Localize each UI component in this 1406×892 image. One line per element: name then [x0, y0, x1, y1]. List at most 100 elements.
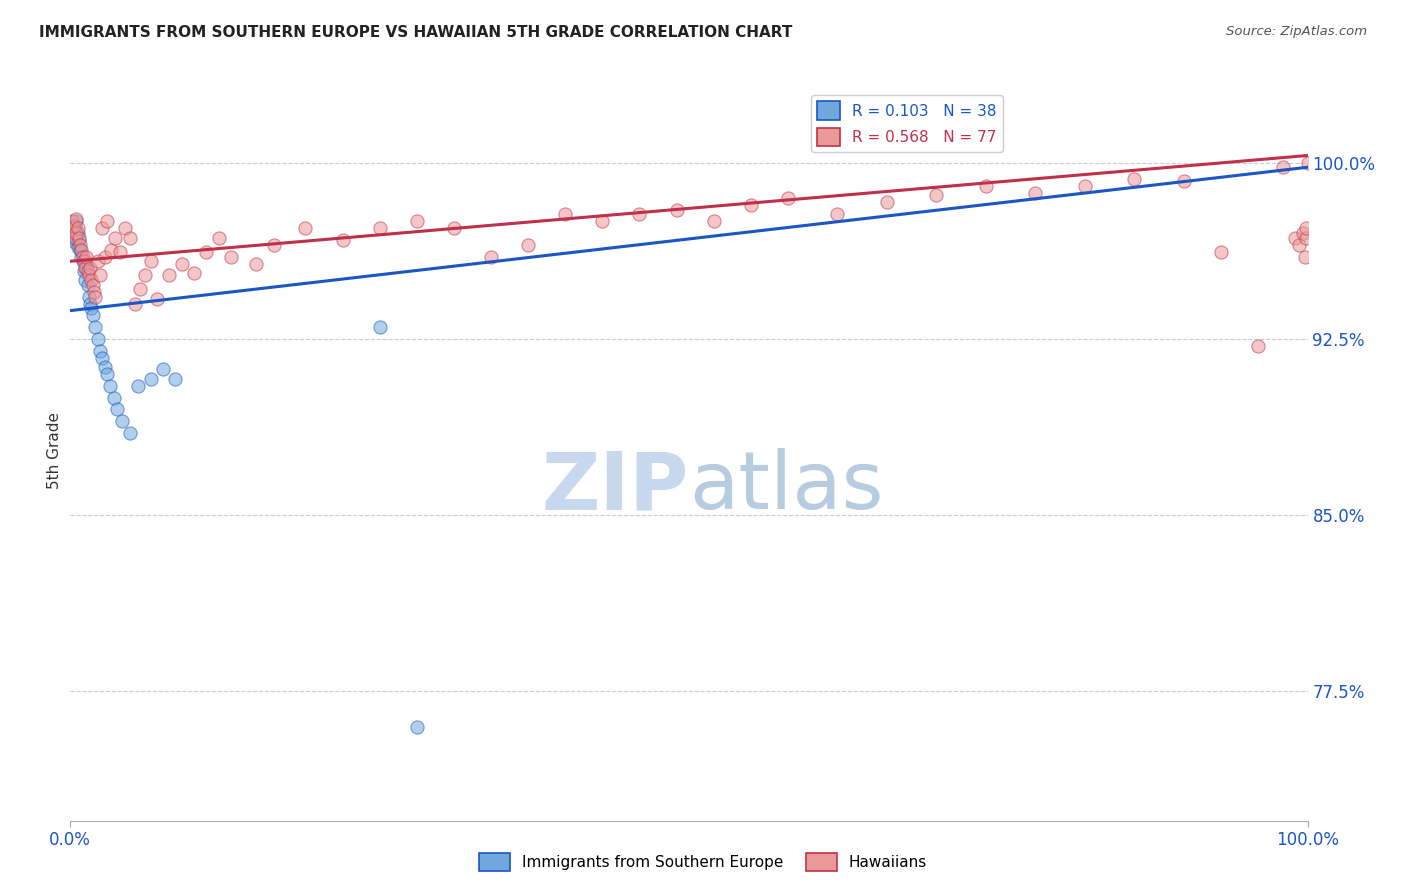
Point: [146, 292, 169, 306]
Point: [60, 221, 83, 235]
Point: [294, 221, 316, 235]
Point: [628, 207, 651, 221]
Point: [73, 254, 96, 268]
Point: [263, 237, 285, 252]
Point: [62, 231, 84, 245]
Point: [75, 261, 97, 276]
Point: [65, 214, 87, 228]
Point: [111, 414, 134, 428]
Point: [60, 214, 83, 228]
Point: [66, 226, 89, 240]
Point: [1294, 250, 1316, 264]
Point: [1209, 244, 1232, 259]
Point: [876, 195, 898, 210]
Point: [195, 244, 218, 259]
Point: [91, 221, 114, 235]
Point: [76, 263, 98, 277]
Point: [443, 221, 465, 235]
Point: [72, 250, 94, 264]
Point: [89, 268, 111, 283]
Point: [67, 233, 90, 247]
Point: [368, 221, 391, 235]
Point: [63, 226, 86, 240]
Point: [1173, 174, 1195, 188]
Point: [82, 277, 104, 292]
Point: [86, 332, 108, 346]
Y-axis label: 5th Grade: 5th Grade: [46, 412, 62, 489]
Point: [86, 254, 108, 268]
Point: [219, 250, 242, 264]
Point: [63, 219, 86, 233]
Point: [1271, 160, 1294, 174]
Point: [79, 261, 101, 276]
Point: [665, 202, 688, 217]
Point: [1295, 231, 1317, 245]
Point: [66, 240, 89, 254]
Point: [1247, 339, 1270, 353]
Point: [89, 343, 111, 358]
Point: [62, 221, 84, 235]
Point: [405, 214, 427, 228]
Point: [740, 198, 762, 212]
Point: [94, 359, 117, 374]
Point: [1291, 226, 1313, 240]
Point: [517, 237, 540, 252]
Point: [83, 285, 105, 299]
Point: [554, 207, 576, 221]
Text: ZIP: ZIP: [541, 449, 689, 526]
Point: [73, 263, 96, 277]
Point: [65, 226, 87, 240]
Point: [1024, 186, 1046, 200]
Point: [591, 214, 613, 228]
Point: [75, 273, 97, 287]
Point: [84, 289, 107, 303]
Point: [776, 191, 799, 205]
Point: [703, 214, 725, 228]
Point: [66, 221, 89, 235]
Point: [183, 266, 205, 280]
Point: [76, 277, 98, 292]
Point: [82, 308, 104, 322]
Point: [77, 268, 100, 283]
Point: [91, 351, 114, 365]
Point: [98, 379, 121, 393]
Point: [1296, 155, 1319, 169]
Point: [79, 296, 101, 310]
Point: [75, 250, 97, 264]
Point: [72, 254, 94, 268]
Point: [65, 221, 87, 235]
Point: [128, 283, 150, 297]
Point: [127, 379, 149, 393]
Point: [105, 402, 128, 417]
Point: [118, 231, 141, 245]
Point: [65, 231, 87, 245]
Point: [80, 301, 103, 316]
Text: atlas: atlas: [689, 449, 883, 526]
Point: [170, 257, 193, 271]
Point: [139, 254, 162, 268]
Point: [94, 250, 117, 264]
Point: [96, 367, 118, 381]
Text: Source: ZipAtlas.com: Source: ZipAtlas.com: [1226, 25, 1367, 38]
Point: [827, 207, 849, 221]
Point: [157, 268, 180, 283]
Point: [67, 231, 90, 245]
Point: [134, 268, 156, 283]
Point: [84, 320, 107, 334]
Point: [479, 250, 502, 264]
Point: [108, 244, 131, 259]
Point: [70, 243, 93, 257]
Point: [245, 257, 267, 271]
Point: [62, 226, 84, 240]
Point: [165, 372, 187, 386]
Point: [152, 362, 174, 376]
Point: [65, 231, 87, 245]
Point: [208, 231, 231, 245]
Point: [925, 188, 948, 202]
Point: [139, 372, 162, 386]
Point: [69, 243, 91, 257]
Point: [104, 231, 127, 245]
Point: [1123, 172, 1146, 186]
Point: [1074, 179, 1097, 194]
Point: [124, 296, 146, 310]
